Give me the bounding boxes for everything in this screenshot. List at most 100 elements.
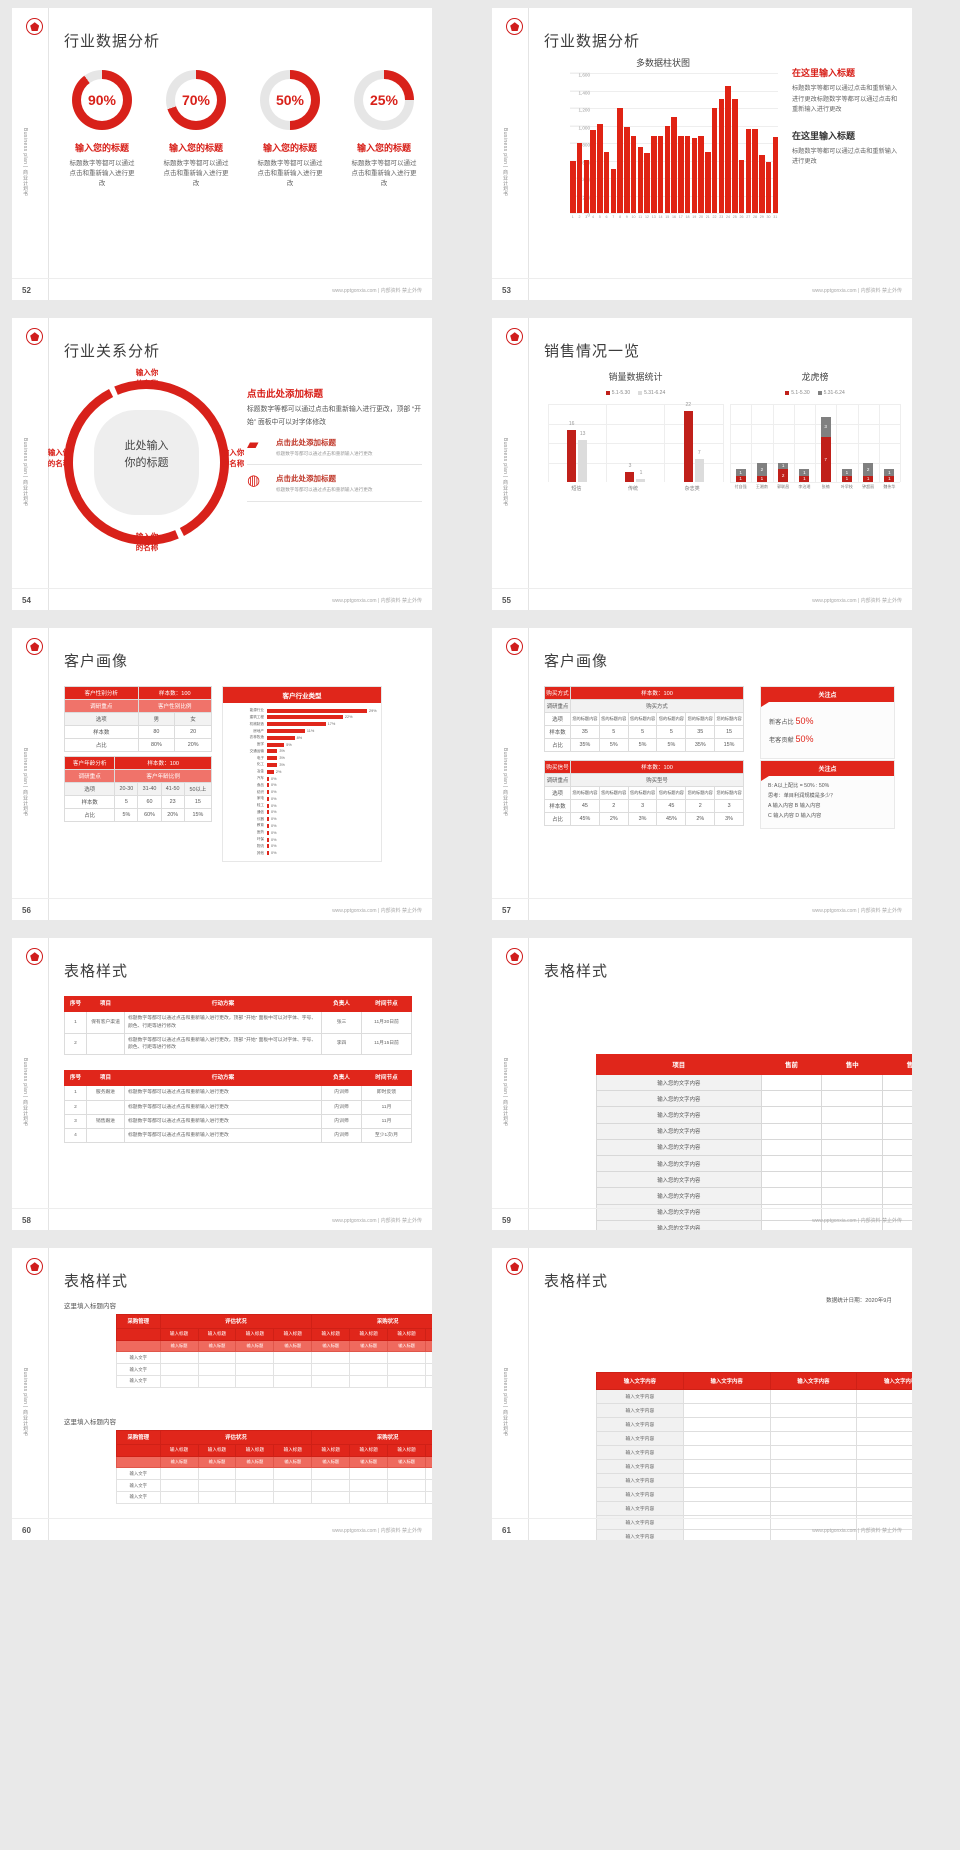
x-tick-label: 付自强 [734, 484, 747, 489]
donut-value: 90% [81, 79, 123, 121]
slide-thumbnail-54[interactable]: Business plan | 商业计划书 行业关系分析 此处输入 你的标题 输… [0, 310, 480, 620]
hbar [267, 708, 367, 713]
table-cell [856, 1501, 912, 1516]
table-cell: 11月 [361, 1099, 412, 1115]
table-cell: 31-40 [137, 782, 162, 796]
slide-thumbnail-59[interactable]: Business plan | 商业计划书 表格样式 项目售前售中售后输入您的文… [480, 930, 960, 1240]
bar [603, 151, 610, 213]
hbar-label: 物流 [256, 843, 264, 848]
table-cell [273, 1374, 313, 1388]
table-cell: 样本数：100 [570, 760, 744, 774]
block-body: 标题数字等都可以通过点击和重新输入进行更改标题数字等都可以通过点击和重新输入进行… [792, 85, 898, 114]
bar-value: 1 [739, 469, 742, 475]
table-cell: 2% [598, 812, 629, 826]
bar-value: 1 [888, 469, 891, 475]
x-tick-label: 1 [571, 215, 574, 219]
bar [718, 99, 725, 213]
table-row: 采购管理 评估状况 采购状况 [116, 1314, 432, 1329]
hbar-label: 化工 [256, 762, 264, 767]
table-cell [159, 1363, 199, 1376]
x-tick-label: 27 [746, 215, 751, 219]
table-cell [821, 1090, 884, 1108]
hbar-label: 汽车 [256, 776, 264, 780]
logo-icon [26, 328, 43, 345]
table-cell [682, 1431, 771, 1446]
bar-segment: 1 [735, 469, 746, 476]
table-cell: 输入标题 [425, 1455, 432, 1469]
bar [684, 135, 691, 213]
bar-segment: 1 [863, 475, 874, 482]
chart-title: 多数据柱状图 [635, 58, 690, 68]
divider [528, 628, 529, 920]
slide-thumbnail-53[interactable]: Business plan | 商业计划书 行业数据分析 多数据柱状图 0200… [480, 0, 960, 310]
slide-thumbnail-57[interactable]: Business plan | 商业计划书 客户画像 购买方式 样本数：100 调研… [480, 620, 960, 930]
table-cell [821, 1138, 884, 1156]
table-cell [387, 1479, 427, 1492]
table-cell [273, 1467, 313, 1481]
x-tick-label: 钟超丽 [862, 484, 875, 489]
x-tick-label: 20 [699, 215, 704, 219]
panel-row[interactable]: ◍ 点击此处添加标题 标题数字等都可以通过点击和重新输入进行更改 [247, 465, 422, 502]
slide-thumbnail-52[interactable]: Business plan | 商业计划书 行业数据分析 90% 输入您的标题 … [0, 0, 480, 310]
table-cell [86, 1127, 125, 1144]
table-cell [235, 1479, 275, 1492]
table-cell [349, 1351, 389, 1365]
table-cell [821, 1187, 884, 1205]
bar [725, 86, 731, 213]
x-tick-label: 23 [719, 215, 724, 219]
hbar [267, 796, 269, 801]
table-row: 调研重点 购买方式 [544, 699, 744, 713]
bar-value: 16 [568, 421, 575, 427]
table-cell: 输入您的文字内容 [596, 1187, 762, 1205]
table-cell [856, 1431, 912, 1446]
table-cell [311, 1479, 351, 1492]
slide-thumbnail-55[interactable]: Business plan | 商业计划书 销售情况一览 销量数据统计 5.1-… [480, 310, 960, 620]
hbar-row: 医药 0% [223, 830, 377, 836]
table-cell: 输入文字内容 [682, 1372, 771, 1390]
hbar-value: 3% [279, 756, 285, 761]
table-cell: 样本数 [544, 799, 571, 813]
slide-footer [492, 1518, 912, 1540]
bar [644, 152, 650, 213]
bar-value: 1 [866, 476, 870, 482]
bar-value: 2 [866, 466, 870, 472]
table-cell: 服务跟进 [86, 1085, 125, 1101]
table-cell: 输入您的文字内容 [596, 1073, 762, 1092]
page-number: 57 [502, 906, 511, 915]
slide-thumbnail-58[interactable]: Business plan | 商业计划书 表格样式 序号 项目 行动方案 负责人 时间… [0, 930, 480, 1240]
bar-segment: 2 [778, 469, 789, 482]
slide-thumbnail-61[interactable]: Business plan | 商业计划书 表格样式 数据统计日期：2020年9… [480, 1240, 960, 1550]
gridline [570, 108, 778, 109]
table-cell: 5 [598, 725, 629, 739]
panel-row[interactable]: ▰ 点击此处添加标题 标题数字等都可以通过点击和重新输入进行更改 [247, 429, 422, 466]
table-cell: 15% [714, 738, 744, 752]
table-cell: 项目 [86, 995, 125, 1013]
table-cell: 输入您的文字内容 [596, 1138, 762, 1156]
page-number: 55 [502, 596, 511, 605]
table-cell: 35% [685, 738, 716, 752]
slide-thumbnail-56[interactable]: Business plan | 商业计划书 客户画像 客户性别分析 样本数：100… [0, 620, 480, 930]
table-cell: 15 [714, 725, 744, 739]
table-cell: 输入文字 [116, 1490, 161, 1504]
table-row: 输入您的文字内容 [596, 1219, 912, 1230]
page-title: 行业数据分析 [64, 33, 161, 50]
table-caption: 数据统计日期：2020年9月 [826, 1298, 892, 1304]
table-cell: 输入文字 [116, 1467, 161, 1481]
table-row: 输入您的文字内容 [596, 1171, 912, 1189]
table-cell: 11月30日前 [361, 1011, 412, 1034]
slide-footer [12, 1518, 432, 1540]
bar [705, 152, 711, 213]
slide-thumbnail-60[interactable]: Business plan | 商业计划书 表格样式 这里填入标题内容 采购管理… [0, 1240, 480, 1550]
table-cell: 标题数字等都可以通过点击和重新输入进行更改，顶部 “开始” 面板中可以对字体、字… [124, 1011, 322, 1034]
table-cell: 选项 [544, 712, 571, 726]
table-cell: 5% [598, 738, 629, 752]
table-cell [273, 1351, 313, 1365]
bar-value: 1 [845, 469, 849, 475]
hbar [267, 817, 269, 822]
hbar [267, 830, 269, 835]
action-plan-table-b: 序号 项目 行动方案 负责人 时间节点 1 服务跟进 标题数字等都可以通过点击和重新输入进行更… [64, 1069, 412, 1144]
table-cell: 2 [64, 1099, 87, 1115]
action-plan-table-a: 序号 项目 行动方案 负责人 时间节点 1 保有客户渠道 标题数字等都可以通过点击和重新输入进… [64, 995, 412, 1056]
table-cell: 输入标题 [387, 1455, 427, 1469]
